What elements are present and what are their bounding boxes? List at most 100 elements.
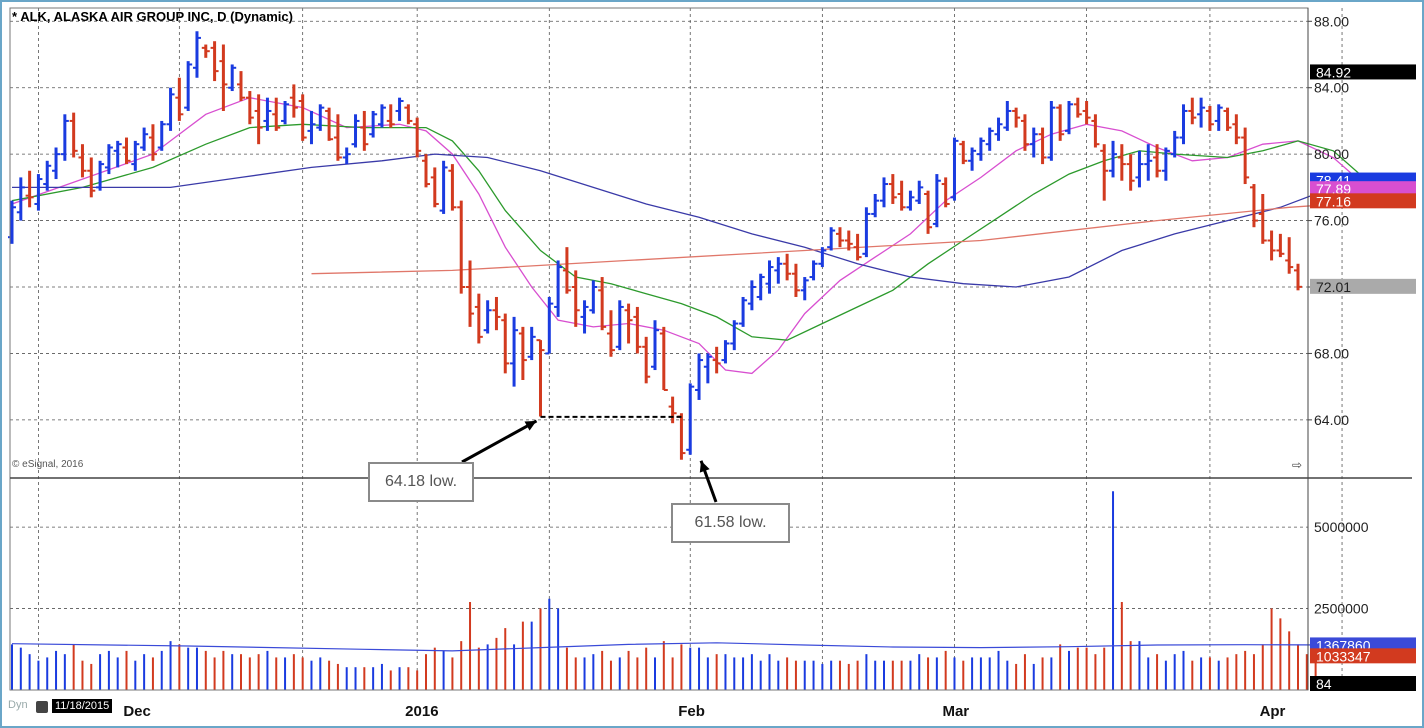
price-bar: [307, 110, 316, 145]
price-bar: [184, 61, 193, 111]
price-bar: [369, 110, 378, 138]
date-tick-label: Feb: [678, 703, 705, 720]
price-bar: [1091, 114, 1100, 148]
price-bar: [457, 200, 466, 294]
price-bar: [959, 140, 968, 165]
price-bar: [1020, 114, 1029, 151]
price-bar: [439, 160, 448, 214]
value-tag-label: 84.92: [1316, 64, 1351, 80]
date-tick-label: Dec: [123, 703, 151, 720]
price-bar: [1073, 97, 1082, 118]
price-tick-label: 76.00: [1314, 213, 1349, 229]
price-bar: [404, 104, 413, 125]
price-bar: [633, 306, 642, 354]
price-bar: [201, 44, 210, 58]
price-bar: [466, 260, 475, 327]
price-bar: [281, 101, 290, 125]
price-bar: [237, 71, 246, 102]
price-bar: [1038, 127, 1047, 165]
price-bar: [289, 84, 298, 118]
price-bar: [263, 97, 272, 131]
price-bar: [140, 127, 149, 151]
scroll-right-icon[interactable]: ⇨: [1292, 458, 1303, 472]
price-bar: [712, 346, 721, 374]
price-bar: [210, 41, 219, 82]
price-bar: [1003, 101, 1012, 131]
price-bar: [835, 227, 844, 248]
volume-average-line: [11, 642, 1378, 652]
price-bar: [1056, 104, 1065, 141]
value-tag-label: 1033347: [1316, 648, 1371, 664]
price-bar: [342, 147, 351, 165]
price-bar: [642, 336, 651, 384]
price-tick-label: 88.00: [1314, 13, 1349, 29]
price-bar: [1258, 194, 1267, 244]
price-tick-label: 68.00: [1314, 345, 1349, 361]
price-bar: [800, 277, 809, 301]
price-bar: [536, 339, 545, 417]
price-bar: [175, 77, 184, 121]
price-bar: [791, 263, 800, 297]
low-callout-2: 61.58 low.: [671, 503, 790, 543]
moving-average-line: [311, 200, 1378, 275]
price-bar: [668, 396, 677, 424]
price-bar: [624, 303, 633, 344]
moving-average-line: [12, 153, 1378, 288]
price-bar: [888, 174, 897, 204]
price-bar: [69, 112, 78, 158]
price-bar: [827, 227, 836, 251]
price-bar: [1241, 127, 1250, 185]
price-bar: [1232, 114, 1241, 145]
price-bar: [413, 117, 422, 158]
price-bar: [1135, 150, 1144, 188]
price-bar: [1161, 147, 1170, 181]
price-bar: [1214, 104, 1223, 131]
price-bar: [1109, 140, 1118, 178]
price-bar: [333, 114, 342, 161]
price-bar: [192, 31, 201, 78]
arrow-low-1: [461, 419, 538, 464]
price-bar: [747, 280, 756, 311]
price-bar: [862, 207, 871, 258]
price-bar: [598, 277, 607, 331]
price-bar: [562, 247, 571, 294]
price-bar: [518, 326, 527, 381]
price-bar: [739, 296, 748, 327]
price-bar: [844, 230, 853, 251]
axes: 88.0084.0080.0076.0072.0068.0064.0050000…: [9, 7, 1412, 720]
price-bar: [580, 300, 589, 334]
price-bar: [721, 340, 730, 364]
cursor-date: 11/18/2015: [52, 699, 113, 713]
mode-label[interactable]: Dyn: [8, 699, 28, 711]
value-tag: [1310, 181, 1416, 197]
price-bar: [272, 97, 281, 131]
value-tag-label: 77.16: [1316, 193, 1351, 209]
price-bar: [448, 164, 457, 211]
price-bar: [686, 383, 695, 455]
price-bar: [25, 170, 34, 208]
price-bar: [1170, 130, 1179, 158]
volume-tick-label: 2500000: [1314, 601, 1369, 617]
price-bar: [932, 174, 941, 228]
price-bar: [1144, 144, 1153, 181]
price-bar: [915, 180, 924, 204]
price-bar: [703, 353, 712, 384]
arrow-low-2-head: [699, 460, 710, 473]
price-bar: [325, 107, 334, 141]
price-bar: [104, 144, 113, 175]
price-bar: [756, 273, 765, 301]
price-bar: [571, 270, 580, 327]
volume-tick-label: 5000000: [1314, 519, 1369, 535]
value-tag: [1310, 278, 1416, 294]
price-bar: [377, 104, 386, 128]
calendar-icon[interactable]: [36, 701, 48, 713]
price-bar: [1249, 184, 1258, 228]
price-bar: [78, 144, 87, 178]
price-bar: [43, 160, 52, 191]
price-bar: [1285, 237, 1294, 274]
price-bar: [1082, 101, 1091, 125]
price-bar: [60, 114, 69, 161]
price-bar: [501, 313, 510, 374]
price-bar: [228, 64, 237, 92]
